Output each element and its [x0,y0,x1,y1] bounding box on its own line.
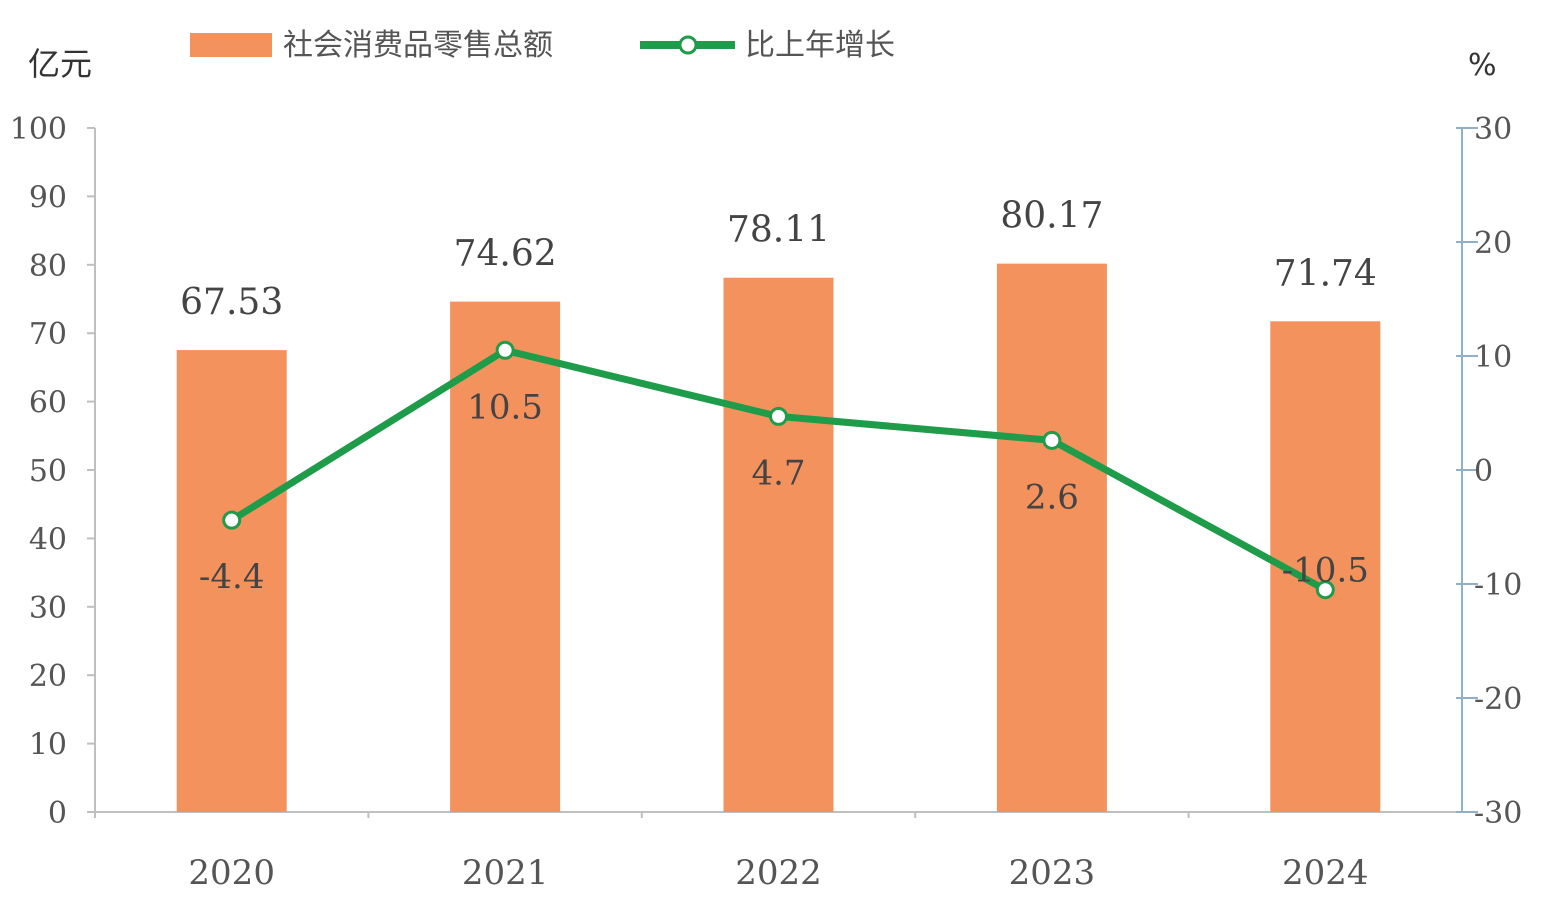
left-tick-label: 60 [29,386,67,421]
bar [996,263,1107,812]
bar [176,350,287,812]
left-tick-label: 70 [29,317,67,352]
bar-value-label: 80.17 [1000,196,1103,237]
growth-marker [1042,430,1062,450]
legend-bar-label: 社会消费品零售总额 [283,28,553,63]
labels: 67.53 74.62 78.11 80.17 71.74 -4.4 10.5 4.7 2.6 -… [180,196,1377,598]
growth-marker [1315,580,1335,600]
x-tick-label: 2021 [462,853,549,893]
left-tick-label: 100 [10,112,67,147]
bars [176,263,1381,812]
legend-line-marker [678,35,698,55]
legend-line-label: 比上年增长 [745,28,895,63]
left-tick-label: 40 [29,522,67,557]
right-tick-label: 30 [1474,112,1512,147]
left-tick-label: 80 [29,249,67,284]
growth-marker [222,510,242,530]
right-tick-label: 20 [1474,226,1512,261]
growth-marker [495,340,515,360]
bar-value-label: 74.62 [454,234,557,275]
growth-value-label: -10.5 [1282,551,1369,591]
left-tick-label: 0 [48,796,67,831]
left-tick-label: 30 [29,591,67,626]
x-tick-label: 2023 [1009,853,1096,893]
growth-value-label: 2.6 [1025,477,1079,517]
legend: 社会消费品零售总额 比上年增长 [190,28,895,63]
bar [723,277,834,812]
bar-value-label: 71.74 [1274,253,1377,294]
growth-value-label: -4.4 [199,557,265,597]
right-axis-unit: % [1468,48,1497,83]
left-tick-label: 90 [29,180,67,215]
legend-bar-swatch [190,33,272,57]
left-axis-unit: 亿元 [28,45,92,83]
x-tick-label: 2022 [735,853,822,893]
left-tick-label: 10 [29,728,67,763]
right-tick-label: -20 [1474,682,1522,717]
bar [450,301,561,812]
x-tick-label: 2024 [1282,853,1369,893]
right-tick-label: -10 [1474,568,1522,603]
growth-value-label: 4.7 [751,453,805,493]
line-layer [222,340,1335,600]
right-tick-label: 0 [1474,454,1493,489]
growth-value-label: 10.5 [467,387,543,427]
x-tick-label: 2020 [188,853,275,893]
axes: 0 10 20 30 40 50 60 70 80 90 100 -30 -20 -10 0 10 20 30 20… [10,112,1523,893]
bar-value-label: 67.53 [180,282,283,323]
right-tick-label: -30 [1474,796,1522,831]
right-tick-label: 10 [1474,340,1512,375]
left-tick-label: 50 [29,454,67,489]
left-tick-label: 20 [29,659,67,694]
growth-marker [769,406,788,426]
bar-value-label: 78.11 [727,210,830,251]
